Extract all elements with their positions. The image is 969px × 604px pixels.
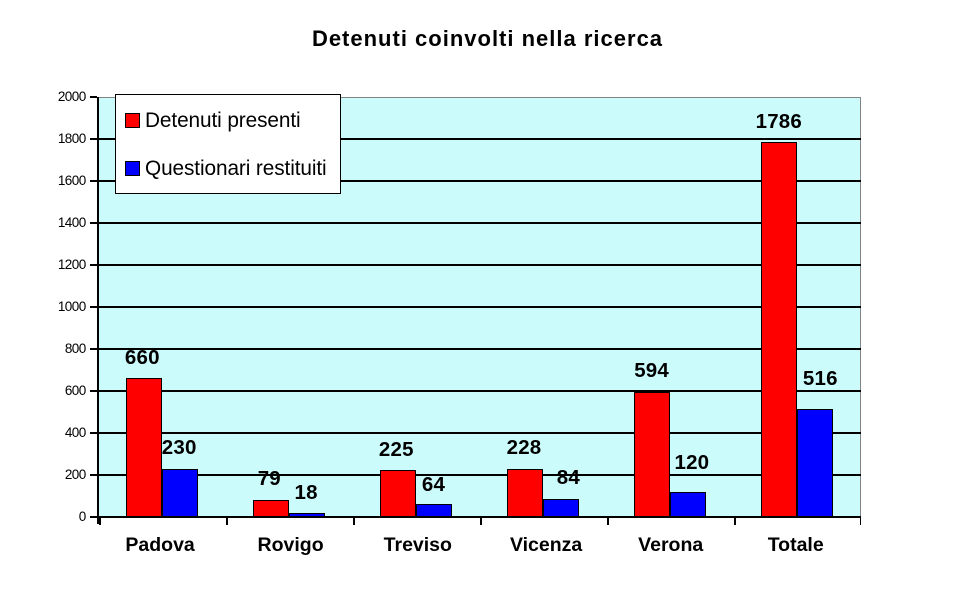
x-tick-2	[353, 518, 355, 525]
legend: Detenuti presenti Questionari restituiti	[115, 94, 341, 194]
bar-detenuti-presenti-padova	[125, 378, 162, 518]
category-label-totale: Totale	[767, 533, 824, 556]
y-tick-label-1000: 1000	[57, 299, 86, 315]
category-label-padova: Padova	[125, 533, 195, 556]
category-label-treviso: Treviso	[383, 533, 452, 556]
y-tick-label-600: 600	[64, 383, 86, 399]
bar-detenuti-presenti-treviso	[379, 469, 416, 518]
data-label-questionari-restituiti-padova: 230	[161, 435, 197, 459]
y-tick-label-800: 800	[64, 341, 86, 357]
data-label-questionari-restituiti-rovigo: 18	[294, 481, 318, 505]
gridline-600	[99, 390, 861, 392]
gridline-800	[99, 348, 861, 350]
y-axis	[97, 97, 99, 524]
bar-detenuti-presenti-vicenza	[506, 469, 543, 518]
y-tick-200	[90, 474, 97, 476]
bar-questionari-restituiti-totale	[796, 408, 833, 518]
gridline-400	[99, 432, 861, 434]
x-tick-5	[734, 518, 736, 525]
category-label-rovigo: Rovigo	[257, 533, 324, 556]
bar-detenuti-presenti-totale	[760, 141, 797, 518]
y-tick-0	[90, 516, 97, 518]
y-tick-label-1200: 1200	[57, 257, 86, 273]
y-tick-1800	[90, 138, 97, 140]
data-label-detenuti-presenti-vicenza: 228	[506, 436, 542, 460]
y-tick-label-400: 400	[64, 425, 86, 441]
y-tick-label-1600: 1600	[57, 173, 86, 189]
y-tick-600	[90, 390, 97, 392]
gridline-1000	[99, 306, 861, 308]
data-label-questionari-restituiti-totale: 516	[802, 366, 838, 390]
legend-swatch-questionari-restituiti	[125, 160, 141, 176]
legend-label-questionari-restituiti: Questionari restituiti	[145, 156, 327, 180]
chart-title: Detenuti coinvolti nella ricerca	[311, 26, 664, 51]
data-label-detenuti-presenti-verona: 594	[634, 359, 669, 383]
y-tick-1200	[90, 264, 97, 266]
x-tick-4	[607, 518, 609, 525]
data-label-detenuti-presenti-padova: 660	[124, 345, 160, 369]
category-label-vicenza: Vicenza	[509, 533, 583, 556]
x-tick-3	[480, 518, 482, 525]
data-label-questionari-restituiti-verona: 120	[674, 450, 710, 474]
x-axis	[90, 516, 861, 518]
legend-label-detenuti-presenti: Detenuti presenti	[145, 108, 301, 132]
y-tick-1000	[90, 306, 97, 308]
y-tick-label-1400: 1400	[57, 215, 86, 231]
data-label-questionari-restituiti-vicenza: 84	[556, 465, 580, 489]
y-tick-800	[90, 348, 97, 350]
legend-item-detenuti-presenti: Detenuti presenti	[116, 108, 340, 132]
category-label-verona: Verona	[638, 533, 704, 556]
x-tick-1	[226, 518, 228, 525]
y-tick-1600	[90, 180, 97, 182]
bar-questionari-restituiti-verona	[669, 491, 706, 518]
x-tick-0	[99, 518, 101, 525]
data-label-detenuti-presenti-treviso: 225	[378, 438, 414, 462]
gridline-1200	[99, 264, 861, 266]
data-label-detenuti-presenti-totale: 1786	[755, 109, 802, 133]
y-tick-label-0: 0	[78, 509, 87, 525]
y-tick-label-2000: 2000	[57, 89, 86, 105]
gridline-1400	[99, 222, 861, 224]
x-tick-6	[859, 518, 861, 525]
legend-swatch-detenuti-presenti	[125, 112, 141, 128]
data-label-questionari-restituiti-treviso: 64	[421, 472, 446, 496]
data-label-detenuti-presenti-rovigo: 79	[257, 467, 281, 491]
bar-questionari-restituiti-padova	[161, 468, 198, 518]
y-tick-label-1800: 1800	[57, 131, 86, 147]
gridline-1600	[99, 180, 861, 182]
y-tick-label-200: 200	[64, 467, 86, 483]
y-tick-400	[90, 432, 97, 434]
bar-detenuti-presenti-verona	[633, 392, 670, 518]
gridline-1800	[99, 138, 861, 140]
gridline-200	[99, 474, 861, 476]
legend-item-questionari-restituiti: Questionari restituiti	[116, 156, 340, 180]
y-tick-2000	[90, 96, 97, 98]
y-tick-1400	[90, 222, 97, 224]
